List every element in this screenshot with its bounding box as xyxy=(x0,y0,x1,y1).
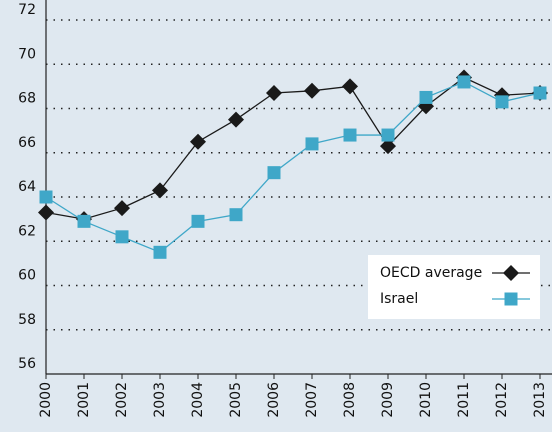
x-tick-label: 2000 xyxy=(38,382,54,418)
legend-label: Israel xyxy=(380,291,418,307)
data-point xyxy=(266,85,282,102)
x-tick-label: 2007 xyxy=(304,382,320,418)
data-point xyxy=(533,86,547,100)
data-point xyxy=(190,133,206,150)
y-tick-label: 56 xyxy=(18,356,36,372)
y-tick-label: 68 xyxy=(18,91,36,107)
x-tick-label: 2012 xyxy=(494,382,510,418)
x-tick-label: 2010 xyxy=(418,382,434,418)
data-point xyxy=(115,230,129,244)
series-line xyxy=(45,76,541,220)
x-tick-label: 2001 xyxy=(76,382,92,418)
data-point xyxy=(191,214,205,228)
series-line xyxy=(45,81,541,254)
data-point xyxy=(153,245,167,259)
data-point xyxy=(343,128,357,142)
data-point xyxy=(380,138,396,155)
data-point xyxy=(305,137,319,151)
legend-label: OECD average xyxy=(380,265,482,281)
y-tick-label: 64 xyxy=(18,179,36,195)
legend-marker xyxy=(503,265,519,281)
x-tick-label: 2003 xyxy=(152,382,168,418)
data-point xyxy=(304,82,320,99)
y-tick-label: 62 xyxy=(18,223,36,239)
y-tick-label: 66 xyxy=(18,135,36,151)
x-tick-label: 2005 xyxy=(228,382,244,418)
legend: OECD average Israel xyxy=(368,255,540,319)
data-point xyxy=(77,214,91,228)
y-tick-label: 72 xyxy=(18,2,36,18)
data-point xyxy=(114,200,130,217)
data-point xyxy=(152,182,168,199)
data-point xyxy=(495,95,509,109)
x-tick-label: 2011 xyxy=(456,382,472,418)
x-tick-label: 2006 xyxy=(266,382,282,418)
y-tick-label: 60 xyxy=(18,268,36,284)
y-tick-label: 58 xyxy=(18,312,36,328)
data-point xyxy=(267,166,281,180)
data-point xyxy=(228,111,244,128)
data-point xyxy=(381,128,395,142)
legend-marker xyxy=(504,292,518,306)
data-point xyxy=(457,75,471,89)
x-tick-label: 2013 xyxy=(532,382,548,418)
x-tick-label: 2002 xyxy=(114,382,130,418)
data-point xyxy=(419,90,433,104)
x-tick-label: 2004 xyxy=(190,382,206,418)
x-tick-label: 2008 xyxy=(342,382,358,418)
data-point xyxy=(38,204,54,221)
data-point xyxy=(39,190,53,204)
data-point xyxy=(229,208,243,222)
x-tick-label: 2009 xyxy=(380,382,396,418)
y-tick-label: 70 xyxy=(18,46,36,62)
data-point xyxy=(342,78,358,95)
